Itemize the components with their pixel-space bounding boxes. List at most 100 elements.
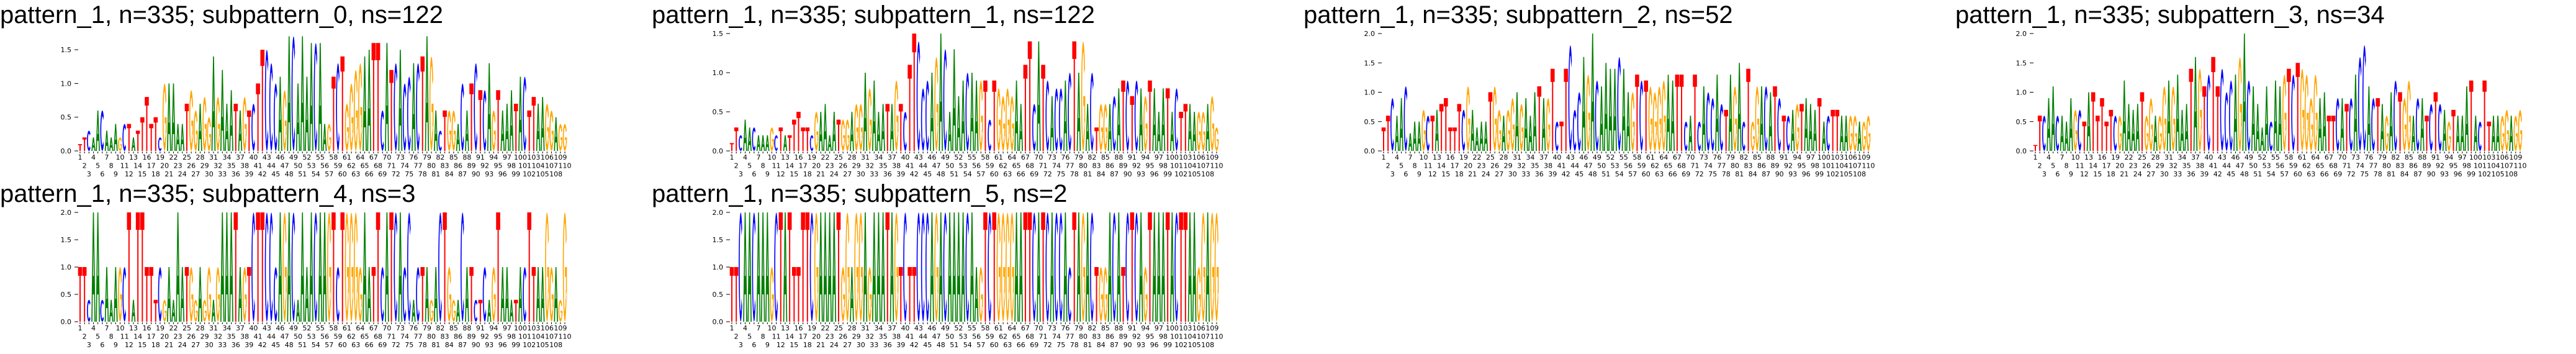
logo-letter-T (734, 127, 739, 151)
logo-letter-A (765, 135, 770, 151)
logo-letter-C (1826, 116, 1830, 151)
logo-letter-C (2246, 80, 2251, 151)
x-tick-label: 58 (329, 153, 338, 161)
x-tick-label: 57 (325, 341, 333, 349)
logo-letter-G (1648, 86, 1653, 151)
x-tick-label: 63 (351, 170, 360, 178)
x-tick-label: 98 (1159, 162, 1168, 170)
x-tick-label: 46 (927, 324, 936, 332)
logo-letter-T (149, 124, 153, 151)
x-tick-label: 104 (1184, 162, 1197, 170)
x-tick-label: 78 (1722, 170, 1731, 178)
y-tick-label: 1.0 (1364, 89, 1376, 97)
logo-letter-T (2482, 80, 2487, 151)
logo-letter-C (1426, 116, 1430, 151)
x-tick-label: 13 (2084, 153, 2093, 161)
x-tick-label: 20 (2115, 162, 2124, 170)
x-tick-label: 96 (498, 170, 507, 178)
logo-letter-G (934, 57, 939, 151)
logo-letter-T (260, 212, 265, 322)
logo-letter-G (282, 212, 287, 322)
x-tick-label: 18 (151, 341, 160, 349)
x-tick-label: 19 (808, 153, 816, 161)
x-tick-label: 73 (1048, 153, 1056, 161)
logo-letter-C (809, 212, 814, 322)
x-tick-label: 50 (294, 333, 302, 341)
logo-letter-T (1488, 92, 1493, 151)
logo-letter-T (2215, 86, 2220, 151)
logo-letter-G (814, 212, 819, 322)
x-tick-label: 94 (2444, 153, 2453, 161)
logo-letter-G (1497, 109, 1502, 151)
x-tick-label: 81 (1083, 341, 1092, 349)
x-tick-label: 31 (209, 324, 218, 332)
logo-letter-A (198, 103, 202, 151)
x-tick-label: 67 (1673, 153, 1682, 161)
logo-letter-T (2487, 121, 2492, 151)
logo-letter-A (398, 212, 403, 322)
logo-letter-C (2394, 80, 2397, 151)
x-tick-label: 98 (1159, 333, 1168, 341)
panel-title: pattern_1, n=335; subpattern_4, ns=3 (0, 180, 415, 207)
logo-letter-G (358, 63, 363, 151)
logo-letter-A (91, 212, 96, 322)
x-tick-label: 76 (409, 324, 418, 332)
x-tick-label: 36 (883, 170, 892, 178)
x-tick-label: 17 (147, 333, 156, 341)
logo-letter-G (1630, 92, 1635, 151)
logo-letter-A (305, 76, 309, 151)
x-tick-label: 76 (1061, 324, 1070, 332)
x-tick-label: 26 (187, 162, 196, 170)
logo-letter-A (2060, 116, 2065, 151)
logo-letter-T (2082, 121, 2087, 151)
x-tick-label: 41 (254, 162, 263, 170)
logo-letter-A (2242, 34, 2247, 151)
logo-letter-A (1737, 63, 1742, 151)
x-tick-label: 40 (249, 324, 258, 332)
x-tick-label: 18 (2107, 170, 2115, 178)
x-tick-label: 62 (999, 162, 1007, 170)
logo-letter-G (1001, 96, 1006, 151)
logo-letter-C (739, 135, 742, 151)
logo-letter-A (225, 212, 229, 322)
logo-letter-T (907, 267, 912, 322)
x-tick-label: 43 (263, 324, 271, 332)
x-tick-label: 69 (378, 170, 387, 178)
logo-letter-G (545, 212, 549, 322)
logo-letter-G (2505, 109, 2509, 151)
x-tick-label: 43 (1566, 153, 1575, 161)
logo-letter-C (122, 124, 126, 151)
logo-letter-A (1170, 112, 1174, 151)
x-tick-label: 66 (365, 170, 374, 178)
x-tick-label: 63 (1003, 170, 1012, 178)
x-tick-label: 90 (472, 341, 480, 349)
logo-letter-C (2078, 109, 2081, 151)
logo-letter-T (729, 143, 734, 151)
x-tick-label: 79 (2378, 153, 2387, 161)
logo-letter-A (1759, 86, 1764, 151)
logo-letter-T (2096, 116, 2100, 151)
x-tick-label: 20 (160, 162, 169, 170)
logo-letter-G (1466, 86, 1470, 151)
x-tick-label: 58 (1633, 153, 1641, 161)
x-tick-label: 48 (937, 341, 945, 349)
x-tick-label: 1 (78, 153, 83, 161)
y-tick-label: 0.0 (61, 318, 72, 326)
logo-letter-T (1799, 104, 1804, 151)
logo-letter-T (140, 117, 145, 151)
logo-letter-G (558, 299, 563, 322)
logo-letter-A (1715, 75, 1719, 151)
logo-letter-C (903, 212, 907, 322)
logo-letter-G (2518, 109, 2523, 151)
logo-letter-A (2047, 98, 2051, 151)
x-tick-label: 110 (559, 333, 572, 341)
x-tick-label: 39 (245, 341, 253, 349)
logo-letter-T (145, 267, 149, 322)
x-tick-label: 62 (2302, 162, 2311, 170)
x-tick-label: 67 (369, 324, 378, 332)
x-tick-label: 83 (2396, 162, 2405, 170)
logo-letter-C (416, 267, 420, 322)
logo-letter-A (171, 299, 176, 322)
logo-letter-G (194, 110, 198, 151)
logo-letter-G (1143, 267, 1148, 322)
